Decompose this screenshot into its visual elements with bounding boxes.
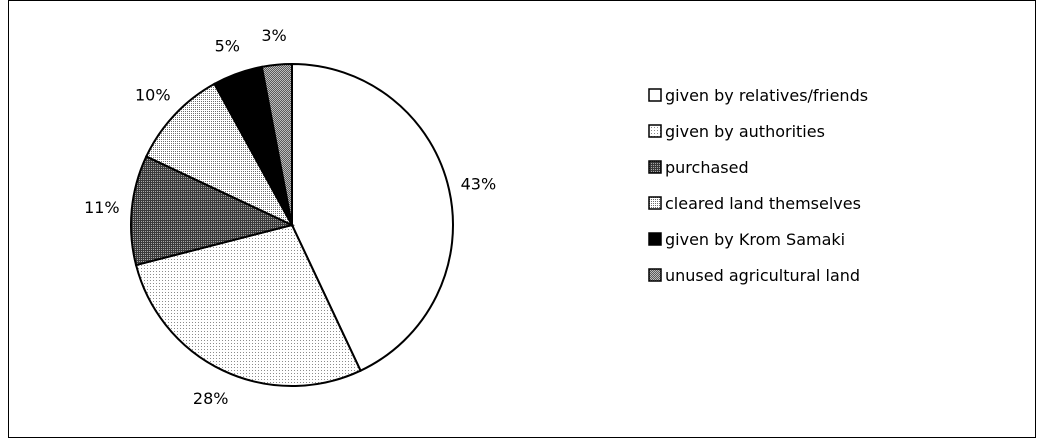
legend-label-given-by-krom-samaki: given by Krom Samaki <box>665 230 845 249</box>
pie-slice-given-by-relatives-friends <box>291 62 454 373</box>
data-label-purchased: 11% <box>84 198 120 217</box>
legend: given by relatives/friends given by autho… <box>648 86 868 285</box>
data-label-given-by-krom-samaki: 5% <box>215 36 240 55</box>
data-label-given-by-relatives-friends: 43% <box>461 174 497 193</box>
data-label-given-by-authorities: 28% <box>193 389 229 408</box>
chart-frame: 43% 28% 11% 10% 5% 3% given by relatives/frie… <box>8 0 1036 438</box>
data-label-cleared-land-themselves: 10% <box>135 85 171 104</box>
legend-label-cleared-land-themselves: cleared land themselves <box>665 194 861 213</box>
pie-slice-purchased <box>130 155 295 267</box>
legend-swatch-given-by-authorities <box>648 124 662 138</box>
pie-slice-unused-agricultural-land <box>260 62 293 226</box>
legend-swatch-purchased <box>648 160 662 174</box>
legend-label-purchased: purchased <box>665 158 749 177</box>
legend-swatch-unused-agricultural-land <box>648 268 662 282</box>
pie-slice-given-by-authorities <box>134 223 362 387</box>
legend-swatch-given-by-krom-samaki <box>648 232 662 246</box>
data-label-unused-agricultural-land: 3% <box>261 26 286 45</box>
legend-swatch-cleared-land-themselves <box>648 196 662 210</box>
pie-chart: 43% 28% 11% 10% 5% 3% given by relatives/frie… <box>84 26 868 408</box>
legend-label-given-by-relatives-friends: given by relatives/friends <box>665 86 868 105</box>
legend-label-given-by-authorities: given by authorities <box>665 122 825 141</box>
legend-swatch-given-by-relatives-friends <box>648 88 662 102</box>
legend-label-unused-agricultural-land: unused agricultural land <box>665 266 860 285</box>
pie-slice-cleared-land-themselves <box>144 82 295 228</box>
